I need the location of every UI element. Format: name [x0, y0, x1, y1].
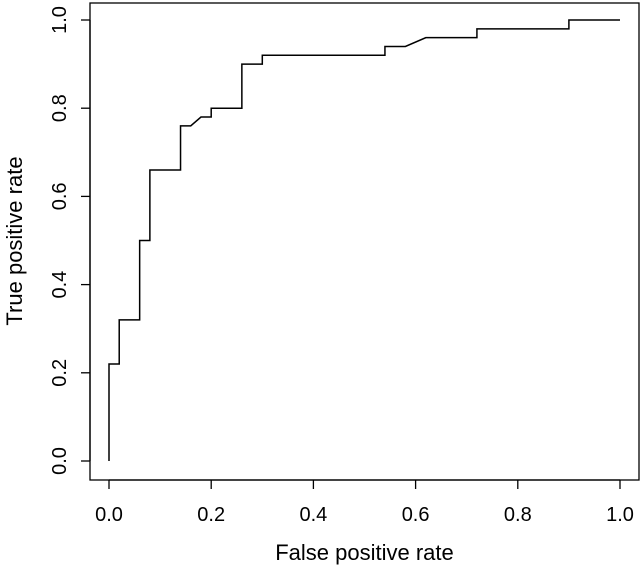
y-axis-title: True positive rate — [2, 156, 27, 325]
x-axis-title: False positive rate — [275, 540, 454, 565]
series-layer — [108, 19, 620, 461]
y-axis: 0.0 0.2 0.4 0.6 0.8 1.0 — [49, 6, 91, 475]
roc-curve-line — [108, 19, 620, 461]
x-tick-label: 0.0 — [95, 504, 123, 526]
x-tick-label: 0.8 — [504, 504, 532, 526]
x-tick-label: 0.6 — [402, 504, 430, 526]
x-tick-label: 0.4 — [299, 504, 327, 526]
y-tick-label: 1.0 — [49, 6, 71, 34]
x-axis: 0.0 0.2 0.4 0.6 0.8 1.0 — [95, 479, 634, 526]
plot-area-border — [89, 2, 640, 481]
y-tick-label: 0.6 — [49, 182, 71, 210]
y-tick-label: 0.8 — [49, 94, 71, 122]
x-tick-label: 0.2 — [197, 504, 225, 526]
y-tick-label: 0.4 — [49, 271, 71, 299]
y-tick-label: 0.0 — [49, 447, 71, 475]
y-tick-label: 0.2 — [49, 359, 71, 387]
x-tick-label: 1.0 — [606, 504, 634, 526]
